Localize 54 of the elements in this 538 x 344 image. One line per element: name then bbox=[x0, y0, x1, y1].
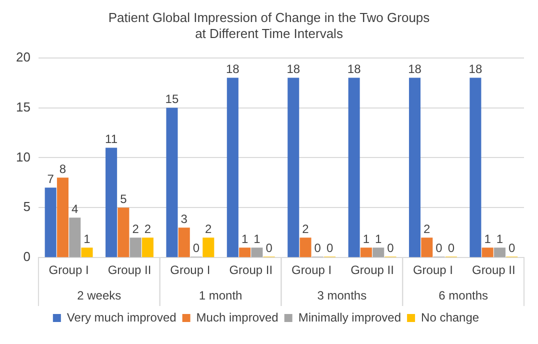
data-label: 0 bbox=[266, 240, 273, 255]
data-label: 18 bbox=[468, 62, 482, 76]
data-label: 18 bbox=[408, 62, 422, 76]
data-label: 2 bbox=[302, 222, 310, 236]
data-label: 2 bbox=[144, 222, 152, 236]
y-tick-label: 20 bbox=[16, 49, 30, 64]
x-tick-label: Group I bbox=[412, 263, 453, 278]
data-label: 18 bbox=[226, 62, 240, 76]
data-label: 0 bbox=[326, 240, 334, 255]
data-label: 0 bbox=[387, 240, 394, 255]
data-label: 8 bbox=[59, 162, 66, 176]
data-label: 5 bbox=[120, 192, 128, 206]
data-label: 0 bbox=[314, 240, 322, 255]
y-tick-label: 0 bbox=[23, 249, 30, 264]
y-tick-label: 5 bbox=[23, 199, 30, 214]
y-tick-label: 15 bbox=[16, 99, 30, 114]
legend-label: Very much improved bbox=[66, 310, 176, 324]
data-label: 11 bbox=[105, 132, 118, 146]
text: 3 months bbox=[317, 288, 367, 302]
x-tick-label: Group II bbox=[108, 263, 152, 278]
x-tick-label: Group I bbox=[170, 263, 210, 278]
data-label: 0 bbox=[436, 240, 443, 255]
data-label: 3 bbox=[180, 212, 188, 226]
data-label: 1 bbox=[484, 232, 492, 246]
data-label: 1 bbox=[254, 232, 261, 246]
data-label: 2 bbox=[205, 222, 212, 236]
data-label: 0 bbox=[508, 240, 516, 255]
data-label: 2 bbox=[132, 222, 140, 236]
chart-title: Patient Global Impression of Change in the Two Groups at Different Time Intervals bbox=[107, 9, 431, 42]
data-label: 18 bbox=[347, 62, 362, 76]
legend-label: No change bbox=[421, 310, 480, 324]
data-label: 1 bbox=[84, 232, 91, 246]
text: 1 month bbox=[198, 288, 242, 302]
data-label: 0 bbox=[448, 240, 455, 255]
data-label: 2 bbox=[424, 222, 431, 236]
data-label: 18 bbox=[286, 62, 300, 76]
data-label: 1 bbox=[362, 232, 370, 246]
x-tick-label: Group I bbox=[48, 263, 89, 278]
data-label: 1 bbox=[241, 232, 248, 246]
data-label: 1 bbox=[496, 232, 504, 246]
data-label: 4 bbox=[72, 202, 79, 216]
data-label: 1 bbox=[374, 232, 382, 246]
data-label: 0 bbox=[192, 240, 200, 255]
x-tick-label: Group I bbox=[292, 263, 332, 278]
data-label: 15 bbox=[165, 92, 179, 106]
legend-label: Much improved bbox=[196, 310, 278, 324]
text: 6 months bbox=[438, 288, 488, 302]
x-tick-label: Group II bbox=[472, 263, 516, 278]
legend-label: Minimally improved bbox=[298, 310, 402, 324]
x-tick-label: Group II bbox=[229, 263, 273, 278]
data-label: 7 bbox=[47, 172, 54, 186]
text: 2 weeks bbox=[77, 288, 122, 302]
x-tick-label: Group II bbox=[350, 263, 394, 278]
y-tick-label: 10 bbox=[16, 149, 30, 164]
